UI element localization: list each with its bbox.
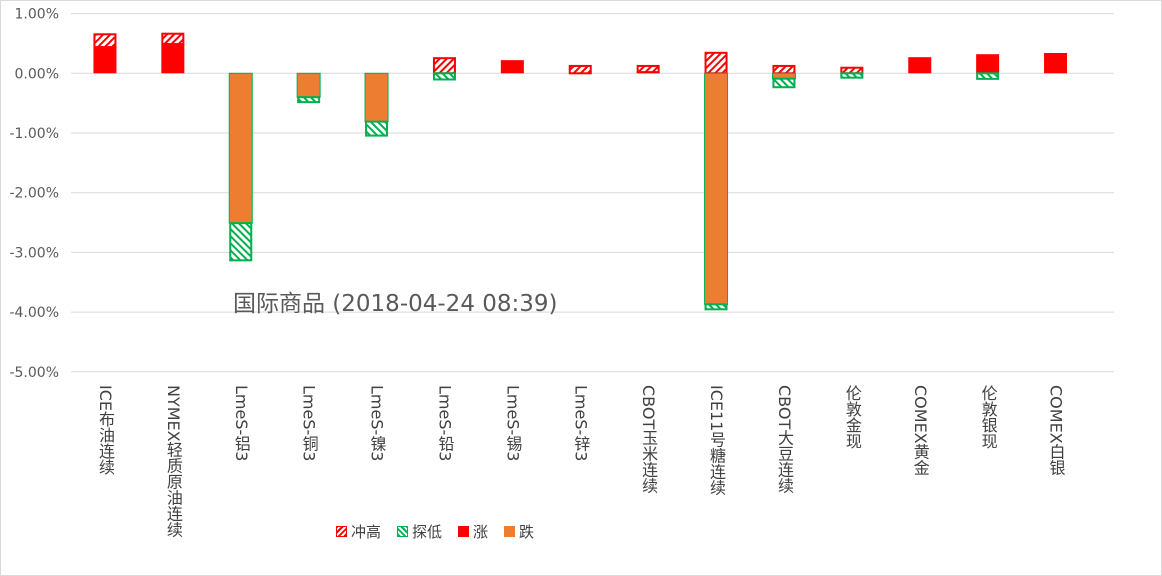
x-tick-label: 伦敦金现	[842, 385, 862, 449]
bar-tandi	[229, 222, 253, 262]
y-tick-label: -4.00%	[9, 305, 59, 321]
bar-chonggao	[1044, 53, 1068, 57]
bar-zhang	[500, 60, 524, 74]
x-tick-label: ICE布油连续	[95, 385, 115, 475]
x-tick-label: ICE11号糖连续	[707, 385, 727, 496]
legend-swatch	[397, 526, 409, 537]
chart-title: 国际商品 (2018-04-24 08:39)	[233, 291, 558, 317]
bar-die	[364, 72, 389, 123]
x-tick-label: 伦敦银现	[978, 385, 998, 449]
legend-item-die: 跌	[504, 521, 534, 542]
legend-item-zhang: 涨	[458, 521, 488, 542]
y-tick-label: -5.00%	[9, 365, 59, 381]
x-tick-label: LmeS-镍3	[367, 385, 387, 462]
legend-item-tandi: 探低	[397, 521, 442, 542]
x-tick-label: CBOT玉米连续	[639, 385, 659, 494]
x-tick-label: COMEX黄金	[910, 385, 930, 476]
x-tick-label: NYMEX轻质原油连续	[163, 385, 183, 538]
bar-chonggao	[772, 64, 796, 75]
x-tick-label: CBOT大豆连续	[774, 385, 794, 494]
bar-chonggao	[432, 57, 456, 75]
legend: 冲高 探低 涨 跌	[336, 521, 534, 542]
bar-tandi	[297, 96, 321, 104]
bar-die	[228, 72, 253, 224]
y-tick-label: -3.00%	[9, 245, 59, 261]
bar-zhang	[93, 47, 117, 74]
y-tick-label: 0.00%	[15, 66, 59, 82]
x-tick-label: LmeS-铝3	[231, 385, 251, 462]
bar-chonggao	[704, 51, 728, 75]
legend-label: 涨	[473, 523, 489, 541]
bar-tandi	[365, 120, 389, 137]
bar-tandi	[432, 72, 456, 81]
bar-zhang	[1044, 54, 1068, 74]
bar-tandi	[704, 303, 728, 311]
bar-chonggao	[93, 33, 117, 49]
legend-label: 跌	[519, 523, 535, 541]
bar-chonggao	[568, 64, 592, 75]
x-tick-label: LmeS-锌3	[571, 385, 591, 462]
legend-label: 冲高	[351, 523, 382, 541]
x-tick-label: LmeS-锡3	[503, 385, 523, 462]
y-tick-label: -1.00%	[9, 126, 59, 142]
bar-die	[704, 72, 729, 305]
x-tick-label: LmeS-铜3	[299, 385, 319, 462]
x-tick-label: COMEX白银	[1046, 385, 1066, 476]
bar-zhang	[908, 57, 932, 74]
bar-die	[296, 72, 321, 98]
legend-swatch	[504, 526, 516, 537]
y-tick-label: 1.00%	[15, 7, 59, 23]
x-tick-label: LmeS-铅3	[435, 385, 455, 462]
bar-tandi	[840, 72, 864, 79]
bar-chonggao	[636, 64, 660, 74]
legend-swatch	[458, 526, 470, 537]
y-tick-label: -2.00%	[9, 186, 59, 202]
bar-zhang	[976, 54, 1000, 74]
bar-zhang	[161, 44, 185, 74]
bar-tandi	[772, 77, 796, 89]
bar-chonggao	[161, 32, 185, 46]
legend-item-chonggao: 冲高	[336, 521, 381, 542]
legend-swatch	[336, 526, 347, 537]
legend-label: 探低	[412, 523, 443, 541]
bar-tandi	[976, 72, 1000, 80]
